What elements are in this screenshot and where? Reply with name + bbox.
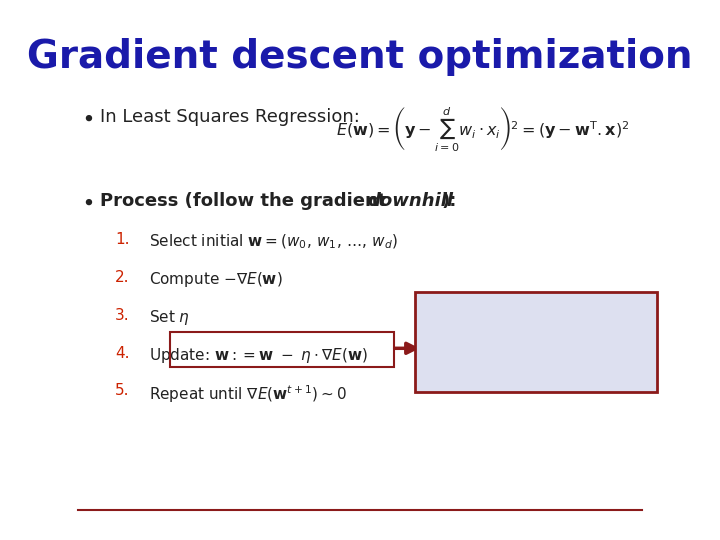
Text: 4.: 4. [115,346,130,361]
Text: $\bullet$: $\bullet$ [81,192,94,212]
FancyBboxPatch shape [415,292,657,392]
Text: Update: $\mathbf{w} := \mathbf{w}\ -\ \eta \cdot \nabla E(\mathbf{w})$: Update: $\mathbf{w} := \mathbf{w}\ -\ \e… [149,346,367,365]
Text: ):: ): [441,192,456,210]
Text: 2.: 2. [115,270,130,285]
Text: 5.: 5. [115,383,130,399]
Text: $\bullet$: $\bullet$ [81,108,94,128]
Text: $w_j := w_j - \eta\,\dfrac{1}{2n}\sum_{i=1}^{n}(\mathbf{w}^\mathrm{T}.\mathbf{x}: $w_j := w_j - \eta\,\dfrac{1}{2n}\sum_{i… [431,305,636,343]
Text: downhill: downhill [367,192,454,210]
Text: 1.: 1. [115,232,130,247]
Text: Process (follow the gradient: Process (follow the gradient [99,192,392,210]
Text: In Least Squares Regression:: In Least Squares Regression: [99,108,359,126]
Text: Set $\eta$: Set $\eta$ [149,308,190,327]
Text: Gradient descent optimization: Gradient descent optimization [27,38,693,76]
Text: Repeat until $\nabla E(\mathbf{w}^{t+1}) \sim 0$: Repeat until $\nabla E(\mathbf{w}^{t+1})… [149,383,346,405]
Text: Select initial $\mathbf{w} = (w_0,\, w_1,\, \ldots,\, w_d)$: Select initial $\mathbf{w} = (w_0,\, w_1… [149,232,398,251]
Text: $E(\mathbf{w}) = \left(\mathbf{y} - \sum_{i=0}^{d} w_i \cdot x_i\right)^2 = (\ma: $E(\mathbf{w}) = \left(\mathbf{y} - \sum… [336,105,629,154]
Text: 3.: 3. [115,308,130,323]
Text: for $j = 0, 1, \ldots, d$: for $j = 0, 1, \ldots, d$ [431,370,539,388]
Text: Compute $-\nabla E(\mathbf{w})$: Compute $-\nabla E(\mathbf{w})$ [149,270,282,289]
